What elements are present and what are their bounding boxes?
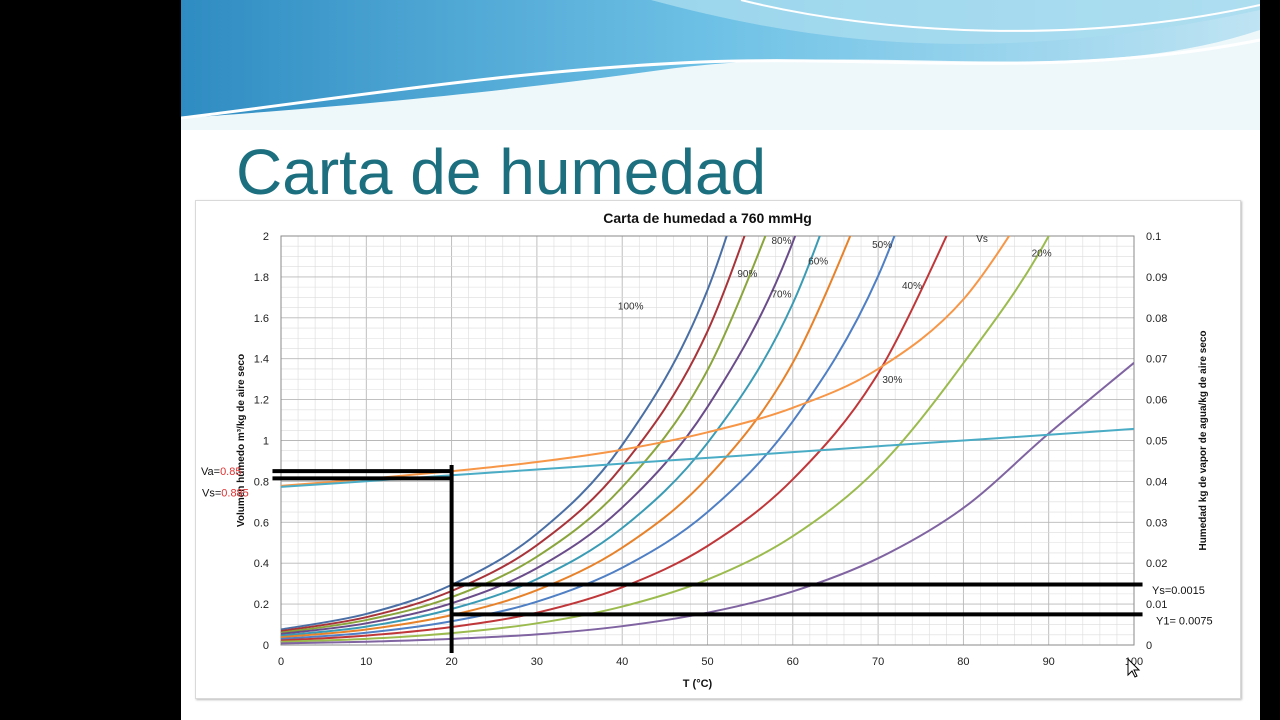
y-axis-right-label: Humedad kg de vapor de agua/kg de aire s…	[1198, 330, 1209, 550]
y-tick-left-label: 0.2	[254, 599, 269, 611]
mouse-cursor-icon	[1127, 657, 1141, 678]
humidity-curve-30pct	[281, 236, 948, 642]
humidity-curve-70pct	[281, 236, 797, 635]
slide-title: Carta de humedad	[236, 136, 767, 208]
humidity-curve-40pct	[281, 236, 896, 640]
y-tick-right-label: 0.08	[1146, 313, 1167, 325]
y-tick-left-label: 1.8	[254, 272, 269, 284]
humidity-curve-label-90: 90%	[737, 269, 757, 280]
humidity-curve-90pct	[281, 236, 746, 633]
y-tick-left-label: 0	[263, 640, 269, 652]
x-tick-label: 60	[787, 656, 799, 668]
humidity-curve-label-20: 20%	[1032, 248, 1052, 259]
humidity-curve-label-80: 80%	[771, 236, 791, 247]
y-tick-right-label: 0.05	[1146, 436, 1167, 448]
y-tick-right-label: 0.06	[1146, 395, 1167, 407]
humidity-curve-label-100: 100%	[618, 302, 644, 313]
humidity-curve-100pct	[281, 236, 728, 631]
x-tick-label: 90	[1043, 656, 1055, 668]
y-tick-left-label: 2	[263, 231, 269, 243]
annotation-vs: Vs=0.885	[202, 488, 249, 500]
y-axis-left-label: Volumen húmedo m³/kg de aire seco	[236, 354, 247, 527]
chart-container: Carta de humedad a 760 mmHg T (°C) Volumen…	[195, 200, 1241, 699]
y-tick-left-label: 0.4	[254, 558, 269, 570]
y-tick-left-label: 1.6	[254, 313, 269, 325]
volume-curve-label-vs: Vs	[976, 234, 988, 245]
y-tick-right-label: 0.04	[1146, 476, 1167, 488]
x-tick-label: 50	[701, 656, 713, 668]
humidity-curve-60pct	[281, 236, 821, 637]
humidity-curve-label-30: 30%	[882, 375, 902, 386]
x-tick-label: 40	[616, 656, 628, 668]
plot-frame	[280, 235, 1135, 646]
y-tick-right-label: 0.03	[1146, 517, 1167, 529]
annotation-va: Va=0.85	[201, 466, 241, 478]
humidity-curve-label-70: 70%	[771, 289, 791, 300]
x-axis-label: T (°C)	[683, 678, 713, 690]
x-tick-label: 30	[531, 656, 543, 668]
x-tick-label: 10	[360, 656, 372, 668]
x-tick-label: 20	[445, 656, 457, 668]
humidity-curve-label-50: 50%	[872, 240, 892, 251]
volume-curve-vs	[281, 236, 1011, 487]
y-tick-right-label: 0.09	[1146, 272, 1167, 284]
y-tick-left-label: 1.4	[254, 354, 269, 366]
y-tick-left-label: 0.8	[254, 476, 269, 488]
y-tick-right-label: 0	[1146, 640, 1152, 652]
humidity-chart: Carta de humedad a 760 mmHg T (°C) Volumen…	[201, 210, 1213, 690]
y-tick-right-label: 0.02	[1146, 558, 1167, 570]
x-tick-label: 70	[872, 656, 884, 668]
humidity-curve-20pct	[281, 236, 1050, 643]
y-tick-right-label: 0.1	[1146, 231, 1161, 243]
slide: Carta de humedad Carta de humedad a 760 …	[181, 0, 1260, 720]
chart-title: Carta de humedad a 760 mmHg	[603, 210, 812, 226]
y-tick-right-label: 0.07	[1146, 354, 1167, 366]
annotation-y1: Y1= 0.0075	[1156, 615, 1213, 627]
humidity-curve-label-40: 40%	[902, 281, 922, 292]
humidity-curve-80pct	[281, 236, 767, 634]
y-tick-left-label: 1	[263, 436, 269, 448]
annotation-ys: Ys=0.0015	[1152, 585, 1205, 597]
right-black-strip	[1260, 0, 1280, 720]
humidity-curve-label-60: 60%	[808, 257, 828, 268]
slide-banner	[181, 0, 1260, 130]
x-tick-label: 0	[278, 656, 284, 668]
y-tick-right-label: 0.01	[1146, 599, 1167, 611]
humidity-curve-50pct	[281, 236, 852, 639]
x-tick-label: 80	[957, 656, 969, 668]
y-tick-left-label: 0.6	[254, 517, 269, 529]
y-tick-left-label: 1.2	[254, 395, 269, 407]
